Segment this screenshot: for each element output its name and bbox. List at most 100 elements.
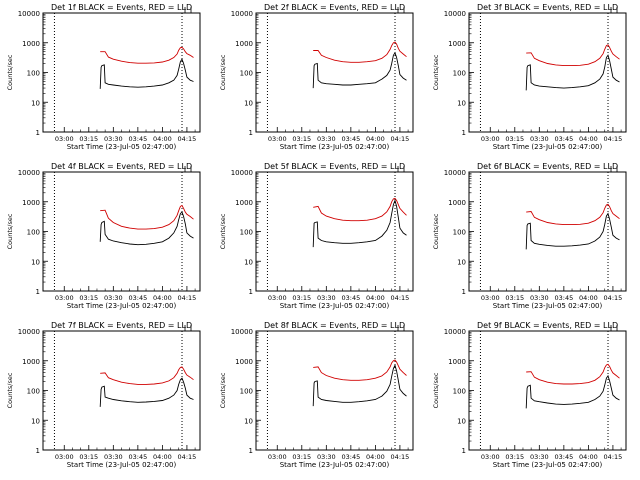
y-tick-label: 10 xyxy=(31,99,40,107)
x-tick-label: 03:30 xyxy=(317,135,336,143)
x-tick-label: 03:45 xyxy=(341,294,360,302)
x-tick-label: 03:15 xyxy=(292,135,311,143)
y-tick-label: 10 xyxy=(457,99,466,107)
x-tick-label: 04:15 xyxy=(178,453,197,461)
y-axis-label: Counts/sec xyxy=(219,213,227,249)
x-tick-label: 03:45 xyxy=(554,294,573,302)
x-tick-label: 03:00 xyxy=(268,294,287,302)
x-tick-label: 03:00 xyxy=(55,135,74,143)
y-tick-label: 1 xyxy=(462,288,466,296)
y-tick-label: 10 xyxy=(31,258,40,266)
y-axis-label: Counts/sec xyxy=(432,372,440,408)
y-tick-label: 100 xyxy=(240,229,253,237)
x-tick-label: 04:15 xyxy=(604,453,623,461)
x-tick-label: 03:45 xyxy=(128,453,147,461)
y-tick-label: 1000 xyxy=(448,358,466,366)
x-tick-label: 04:15 xyxy=(178,294,197,302)
detector-panel-3: Det 3f BLACK = Events, RED = LLD 1 10 100 10… xyxy=(432,3,627,151)
y-tick-label: 100 xyxy=(240,70,253,78)
bracket-marker-icon xyxy=(397,7,405,14)
series-line-lld xyxy=(313,197,407,222)
detector-panel-5: Det 5f BLACK = Events, RED = LLD 1 10 100 10… xyxy=(219,162,414,310)
bracket-marker-icon xyxy=(610,7,618,14)
x-tick-label: 03:15 xyxy=(505,294,524,302)
x-tick-label: 03:15 xyxy=(292,294,311,302)
x-axis-label: Start Time (23-Jul-05 02:47:00) xyxy=(67,461,177,469)
x-tick-label: 04:15 xyxy=(391,294,410,302)
series-line-events xyxy=(312,199,407,248)
y-tick-label: 10 xyxy=(457,417,466,425)
y-tick-label: 1 xyxy=(462,129,466,137)
chart-title: Det 9f BLACK = Events, RED = LLD xyxy=(477,321,618,330)
bracket-marker-icon xyxy=(184,325,192,332)
x-tick-label: 04:15 xyxy=(391,453,410,461)
x-tick-label: 03:00 xyxy=(481,453,500,461)
y-tick-label: 10000 xyxy=(444,169,466,177)
y-tick-label: 10000 xyxy=(231,169,253,177)
chart-title: Det 2f BLACK = Events, RED = LLD xyxy=(264,3,405,12)
y-tick-label: 1000 xyxy=(22,199,40,207)
x-tick-label: 04:00 xyxy=(579,294,598,302)
y-tick-label: 100 xyxy=(453,388,466,396)
y-tick-label: 1000 xyxy=(448,40,466,48)
x-tick-label: 04:00 xyxy=(579,135,598,143)
x-tick-label: 03:30 xyxy=(530,453,549,461)
chart-title: Det 1f BLACK = Events, RED = LLD xyxy=(51,3,192,12)
x-tick-label: 03:30 xyxy=(317,453,336,461)
x-tick-label: 03:15 xyxy=(79,294,98,302)
chart-title: Det 3f BLACK = Events, RED = LLD xyxy=(477,3,618,12)
y-tick-label: 100 xyxy=(27,388,40,396)
bracket-marker-icon xyxy=(184,166,192,173)
series-line-lld xyxy=(100,204,194,230)
y-axis-label: Counts/sec xyxy=(432,54,440,90)
y-tick-label: 1000 xyxy=(235,358,253,366)
x-axis-label: Start Time (23-Jul-05 02:47:00) xyxy=(493,143,603,151)
x-tick-label: 04:00 xyxy=(366,135,385,143)
y-tick-label: 10000 xyxy=(231,10,253,18)
x-axis-label: Start Time (23-Jul-05 02:47:00) xyxy=(493,302,603,310)
series-line-lld xyxy=(526,44,620,67)
y-tick-label: 1 xyxy=(249,447,253,455)
plot-frame xyxy=(255,12,414,133)
y-tick-label: 100 xyxy=(240,388,253,396)
x-tick-label: 03:30 xyxy=(104,453,123,461)
y-tick-label: 10000 xyxy=(444,328,466,336)
plot-frame xyxy=(255,171,414,292)
y-tick-label: 10 xyxy=(244,417,253,425)
y-tick-label: 1000 xyxy=(448,199,466,207)
chart-title: Det 7f BLACK = Events, RED = LLD xyxy=(51,321,192,330)
x-tick-label: 03:30 xyxy=(104,135,123,143)
y-tick-label: 10000 xyxy=(18,328,40,336)
x-tick-label: 03:15 xyxy=(79,453,98,461)
x-tick-label: 04:00 xyxy=(153,294,172,302)
x-axis-label: Start Time (23-Jul-05 02:47:00) xyxy=(280,461,390,469)
y-tick-label: 10 xyxy=(244,99,253,107)
y-tick-label: 10000 xyxy=(444,10,466,18)
y-tick-label: 100 xyxy=(453,70,466,78)
x-tick-label: 03:45 xyxy=(554,135,573,143)
x-tick-label: 03:45 xyxy=(341,453,360,461)
y-tick-label: 1 xyxy=(36,288,40,296)
x-tick-label: 03:00 xyxy=(268,135,287,143)
series-line-lld xyxy=(526,203,620,226)
y-tick-label: 1 xyxy=(36,447,40,455)
series-line-events xyxy=(99,211,194,246)
detector-panel-7: Det 7f BLACK = Events, RED = LLD 1 10 100 10… xyxy=(6,321,201,469)
x-tick-label: 04:15 xyxy=(604,135,623,143)
x-tick-label: 03:30 xyxy=(104,294,123,302)
x-tick-label: 03:45 xyxy=(128,135,147,143)
detector-panel-1: Det 1f BLACK = Events, RED = LLD 1 10 100 10… xyxy=(6,3,201,151)
x-axis-label: Start Time (23-Jul-05 02:47:00) xyxy=(280,143,390,151)
detector-panel-4: Det 4f BLACK = Events, RED = LLD 1 10 100 10… xyxy=(6,162,201,310)
series-line-lld xyxy=(313,41,407,63)
y-axis-label: Counts/sec xyxy=(219,54,227,90)
y-tick-label: 100 xyxy=(453,229,466,237)
x-tick-label: 03:15 xyxy=(505,453,524,461)
bracket-marker-icon xyxy=(184,7,192,14)
x-tick-label: 03:15 xyxy=(292,453,311,461)
x-tick-label: 04:15 xyxy=(178,135,197,143)
x-tick-label: 03:45 xyxy=(554,453,573,461)
plot-frame xyxy=(42,12,201,133)
series-line-events xyxy=(525,374,620,409)
